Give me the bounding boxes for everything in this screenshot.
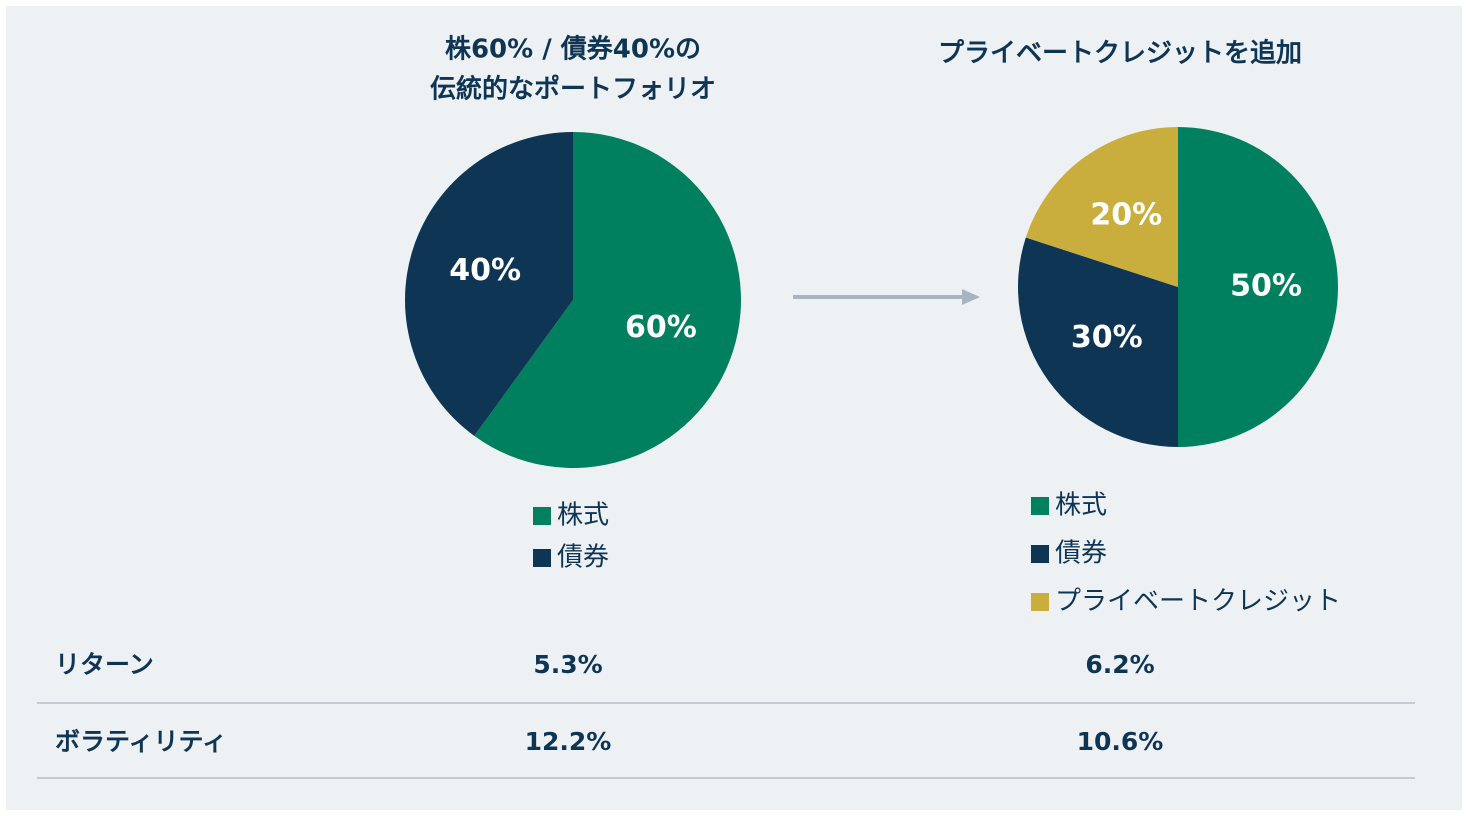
table-value: 12.2% — [525, 727, 612, 756]
legend-swatch — [533, 549, 551, 567]
chart-title: 伝統的なポートフォリオ — [430, 74, 716, 105]
table-label: ボラティリティ — [55, 727, 227, 756]
pie-slice — [474, 132, 741, 468]
pie-slice — [1178, 127, 1338, 447]
chart-title: プライベートクレジットを追加 — [938, 38, 1302, 69]
legend-swatch — [1031, 593, 1049, 611]
legend-label: 債券 — [557, 543, 609, 573]
slice-label: 20% — [1090, 197, 1162, 232]
pie-slice — [1025, 126, 1178, 287]
legend-label: 株式 — [1055, 491, 1107, 521]
legend-swatch — [533, 507, 551, 525]
table-value: 10.6% — [1077, 727, 1164, 756]
legend-label: 債券 — [1055, 539, 1107, 569]
pie-slice — [405, 132, 573, 436]
legend-swatch — [1031, 545, 1049, 563]
legend-label: プライベートクレジット — [1055, 587, 1341, 617]
table-label: リターン — [55, 650, 154, 679]
arrow-head — [962, 289, 980, 305]
arrow — [793, 289, 980, 305]
table-value: 5.3% — [533, 650, 602, 679]
slice-label: 50% — [1230, 269, 1302, 304]
slice-label: 30% — [1071, 320, 1143, 355]
slice-label: 60% — [625, 310, 697, 345]
chart-title: 株60% / 債券40%の — [445, 35, 701, 65]
table-value: 6.2% — [1085, 650, 1154, 679]
legend-swatch — [1031, 497, 1049, 515]
legend-label: 株式 — [557, 501, 609, 531]
slice-label: 40% — [449, 253, 521, 288]
pie-slice — [1017, 237, 1178, 447]
